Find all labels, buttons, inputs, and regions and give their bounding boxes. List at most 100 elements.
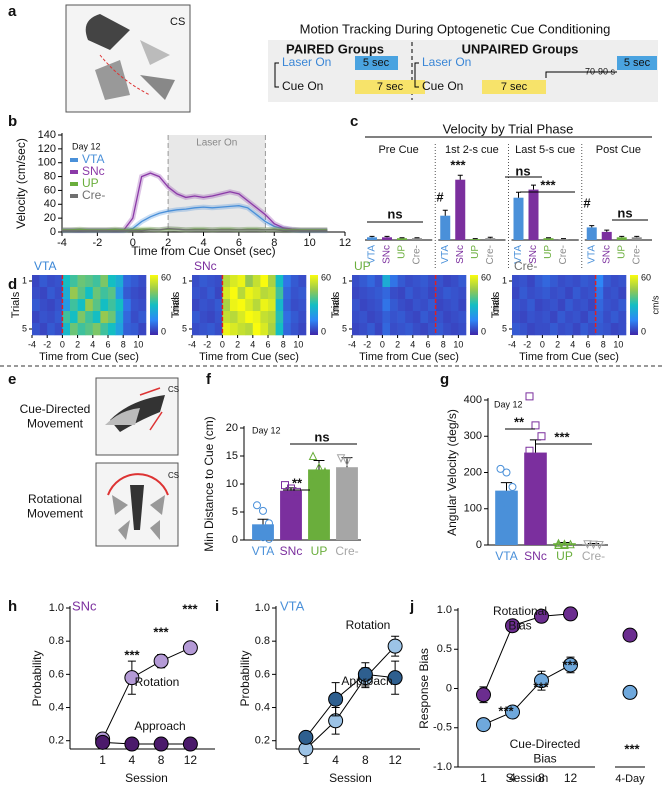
heatmap-cell bbox=[519, 299, 528, 312]
x-tick-label: 1 bbox=[303, 753, 310, 767]
heatmap-cell bbox=[527, 311, 536, 324]
heatmap-cell bbox=[268, 323, 276, 336]
heatmap-cell bbox=[420, 323, 429, 336]
bar bbox=[558, 239, 569, 240]
y-tick-label: 0.6 bbox=[255, 668, 270, 680]
x-tick-label: 4 bbox=[509, 771, 516, 785]
x-tick-label: 6 bbox=[265, 339, 270, 349]
heatmap-cell bbox=[77, 287, 86, 300]
data-point bbox=[308, 451, 318, 460]
heatmap-cell bbox=[580, 299, 589, 312]
heatmap-cell bbox=[527, 275, 536, 288]
panel-label: d bbox=[8, 276, 17, 293]
heatmap-cell bbox=[199, 311, 208, 324]
heatmap-cell bbox=[374, 275, 383, 288]
data-point bbox=[342, 457, 352, 467]
y-tick-label: 1 bbox=[502, 275, 507, 285]
bar bbox=[382, 237, 392, 240]
heatmap-cell bbox=[405, 311, 414, 324]
y-tick-label: 1 bbox=[22, 275, 27, 285]
x-tick-label: UP bbox=[556, 549, 573, 563]
panel-e: e Cue-Directed Movement Rotational Movemen… bbox=[8, 371, 179, 547]
heatmap-cell bbox=[260, 299, 269, 312]
legend-label: VTA bbox=[82, 152, 104, 166]
heatmap-cell bbox=[580, 311, 589, 324]
data-point bbox=[508, 483, 517, 491]
heatmap-cell bbox=[374, 311, 383, 324]
heatmap-cell bbox=[359, 275, 368, 288]
group-label: Last 5-s cue bbox=[515, 144, 575, 156]
heatmap-cell bbox=[92, 323, 101, 336]
error-bar bbox=[634, 235, 640, 238]
series-line bbox=[305, 645, 396, 750]
data-point bbox=[153, 736, 169, 752]
cue-label: Cue On bbox=[282, 79, 323, 93]
heatmap-cell bbox=[595, 323, 604, 336]
heatmap-cell bbox=[458, 287, 467, 300]
heatmap-cell bbox=[458, 323, 467, 336]
axis-label: Probability bbox=[238, 650, 252, 706]
heatmap-cell bbox=[54, 287, 63, 300]
heatmap-cell bbox=[382, 323, 391, 336]
heatmap-cell bbox=[298, 287, 307, 300]
data-point bbox=[124, 736, 140, 752]
heatmap-cell bbox=[450, 323, 459, 336]
y-tick-label: 5 bbox=[342, 323, 347, 333]
x-tick-label: UP bbox=[543, 245, 554, 259]
x-tick-label: -2 bbox=[203, 339, 211, 349]
bracket bbox=[414, 62, 419, 88]
data-point bbox=[182, 640, 198, 656]
x-tick-label: 12 bbox=[339, 237, 351, 249]
bar bbox=[336, 467, 358, 540]
group-title: PAIRED Groups bbox=[286, 41, 384, 56]
heatmap-cell bbox=[222, 311, 231, 324]
heatmap-cell bbox=[245, 275, 254, 288]
data-point bbox=[505, 618, 520, 634]
x-tick-label: SNc bbox=[528, 245, 539, 264]
x-tick-label: 8 bbox=[538, 771, 545, 785]
heatmap-cell bbox=[542, 311, 551, 324]
x-tick-label: 4 bbox=[250, 339, 255, 349]
heatmap-cell bbox=[428, 287, 436, 300]
heatmap-cell bbox=[550, 299, 558, 312]
heatmap-cell bbox=[230, 299, 238, 312]
axis-label: Angular Velocity (deg/s) bbox=[445, 409, 459, 536]
annotation: *** bbox=[562, 657, 578, 672]
heatmap-cell bbox=[268, 311, 276, 324]
heatmap-cell bbox=[222, 299, 231, 312]
heatmap-cell bbox=[610, 275, 619, 288]
y-tick-label: 0.5 bbox=[437, 643, 452, 655]
mouse-icon bbox=[105, 408, 140, 425]
y-tick-label: 5 bbox=[182, 323, 187, 333]
heatmap-cell bbox=[100, 311, 109, 324]
panel-label: c bbox=[350, 113, 358, 130]
data-point bbox=[182, 736, 198, 752]
heatmap-cell bbox=[245, 299, 254, 312]
heatmap-cell bbox=[618, 275, 627, 288]
heatmap-cell bbox=[557, 275, 566, 288]
x-tick-label: -4 bbox=[188, 339, 196, 349]
heatmap-cell bbox=[252, 287, 261, 300]
bar bbox=[582, 543, 605, 545]
bar bbox=[543, 238, 554, 240]
heatmap-cell bbox=[519, 311, 528, 324]
y-tick-label: 300 bbox=[464, 430, 482, 442]
heatmap-cell bbox=[458, 311, 467, 324]
heatmap-cell bbox=[565, 311, 574, 324]
error-bar bbox=[516, 191, 521, 198]
heatmap-cell bbox=[580, 287, 589, 300]
heatmap-cell bbox=[207, 287, 216, 300]
heatmap-cell bbox=[260, 323, 269, 336]
heatmap-cell bbox=[428, 311, 436, 324]
heatmap-cell bbox=[542, 287, 551, 300]
heatmap-cell bbox=[580, 275, 589, 288]
heatmap-cell bbox=[123, 275, 132, 288]
x-tick-label: SNc bbox=[524, 549, 547, 563]
heatmap-cell bbox=[382, 287, 391, 300]
axis-label: Velocity (cm/sec) bbox=[14, 138, 28, 229]
x-tick-label: 4 bbox=[570, 339, 575, 349]
heatmap-cell bbox=[290, 299, 299, 312]
data-point bbox=[265, 534, 273, 543]
x-tick-label: Cre- bbox=[335, 544, 358, 558]
heatmap-cell bbox=[230, 311, 238, 324]
